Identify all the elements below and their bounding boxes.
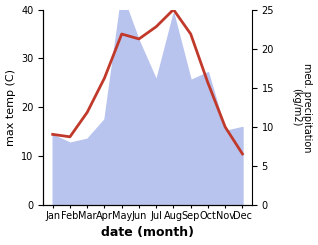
Y-axis label: med. precipitation
(kg/m2): med. precipitation (kg/m2)	[291, 63, 313, 152]
X-axis label: date (month): date (month)	[101, 226, 194, 239]
Y-axis label: max temp (C): max temp (C)	[5, 69, 16, 146]
